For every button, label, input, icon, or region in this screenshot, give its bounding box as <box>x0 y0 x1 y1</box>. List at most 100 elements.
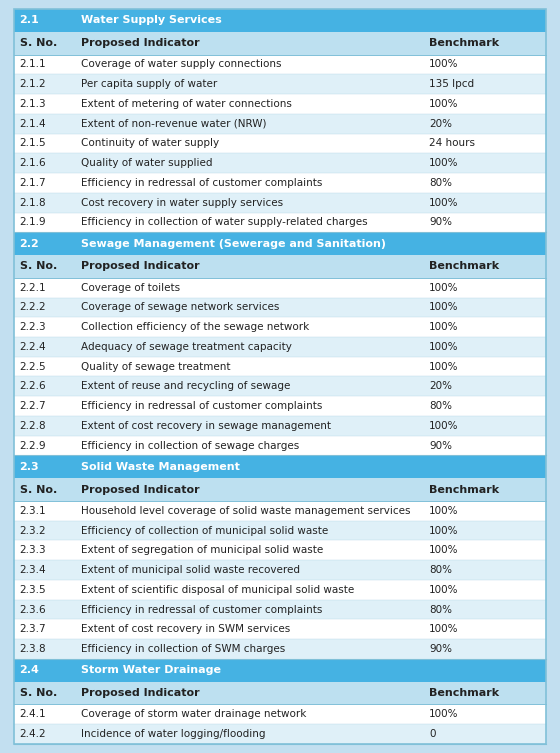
Text: 20%: 20% <box>429 381 452 392</box>
Text: 2.1.6: 2.1.6 <box>20 158 46 168</box>
Text: 2.3.1: 2.3.1 <box>20 506 46 516</box>
Text: Benchmark: Benchmark <box>429 38 500 48</box>
Text: Benchmark: Benchmark <box>429 688 500 698</box>
Text: 90%: 90% <box>429 441 452 450</box>
Text: 2.2.1: 2.2.1 <box>20 282 46 293</box>
Text: 2.2.7: 2.2.7 <box>20 401 46 411</box>
Text: 2.4: 2.4 <box>20 666 39 675</box>
Bar <box>14 541 546 560</box>
Text: Efficiency in collection of SWM charges: Efficiency in collection of SWM charges <box>81 644 285 654</box>
Text: Benchmark: Benchmark <box>429 261 500 271</box>
Text: Household level coverage of solid waste management services: Household level coverage of solid waste … <box>81 506 410 516</box>
Text: 2.3.7: 2.3.7 <box>20 624 46 634</box>
Text: Coverage of storm water drainage network: Coverage of storm water drainage network <box>81 709 306 719</box>
Text: 90%: 90% <box>429 644 452 654</box>
Text: Adequacy of sewage treatment capacity: Adequacy of sewage treatment capacity <box>81 342 292 352</box>
Text: Efficiency of collection of municipal solid waste: Efficiency of collection of municipal so… <box>81 526 328 535</box>
Text: 80%: 80% <box>429 178 452 188</box>
Text: 2.2.5: 2.2.5 <box>20 361 46 372</box>
Text: 2.3.3: 2.3.3 <box>20 545 46 556</box>
Text: 2.1.3: 2.1.3 <box>20 99 46 109</box>
Text: Efficiency in collection of sewage charges: Efficiency in collection of sewage charg… <box>81 441 299 450</box>
Text: 90%: 90% <box>429 218 452 227</box>
Text: 80%: 80% <box>429 565 452 575</box>
Text: 2.1.9: 2.1.9 <box>20 218 46 227</box>
Text: S. No.: S. No. <box>20 485 57 495</box>
Text: 2.1.1: 2.1.1 <box>20 59 46 69</box>
Text: 2.2.3: 2.2.3 <box>20 322 46 332</box>
Text: 80%: 80% <box>429 401 452 411</box>
Text: 2.3.5: 2.3.5 <box>20 585 46 595</box>
Text: 80%: 80% <box>429 605 452 614</box>
Bar <box>14 94 546 114</box>
Text: Extent of metering of water connections: Extent of metering of water connections <box>81 99 292 109</box>
Text: Efficiency in redressal of customer complaints: Efficiency in redressal of customer comp… <box>81 605 322 614</box>
Text: Continuity of water supply: Continuity of water supply <box>81 139 219 148</box>
Text: 2.3.6: 2.3.6 <box>20 605 46 614</box>
Text: Water Supply Services: Water Supply Services <box>81 15 222 26</box>
Text: 100%: 100% <box>429 59 459 69</box>
Text: S. No.: S. No. <box>20 688 57 698</box>
Bar <box>14 255 546 278</box>
Text: S. No.: S. No. <box>20 38 57 48</box>
Bar <box>14 620 546 639</box>
Bar <box>14 521 546 541</box>
Text: 2.4.2: 2.4.2 <box>20 729 46 739</box>
Bar <box>14 357 546 376</box>
Text: 2.4.1: 2.4.1 <box>20 709 46 719</box>
Bar <box>14 297 546 317</box>
Text: Coverage of sewage network services: Coverage of sewage network services <box>81 303 279 312</box>
Text: Benchmark: Benchmark <box>429 485 500 495</box>
Text: 100%: 100% <box>429 197 459 208</box>
Text: Efficiency in collection of water supply-related charges: Efficiency in collection of water supply… <box>81 218 367 227</box>
Text: Proposed Indicator: Proposed Indicator <box>81 261 199 271</box>
Text: 20%: 20% <box>429 119 452 129</box>
Text: 2.2.4: 2.2.4 <box>20 342 46 352</box>
Bar <box>14 32 546 54</box>
Text: S. No.: S. No. <box>20 261 57 271</box>
Text: Coverage of water supply connections: Coverage of water supply connections <box>81 59 281 69</box>
Text: Extent of cost recovery in sewage management: Extent of cost recovery in sewage manage… <box>81 421 331 431</box>
Bar <box>14 580 546 599</box>
Text: 2.1.8: 2.1.8 <box>20 197 46 208</box>
Bar <box>14 705 546 724</box>
Text: 24 hours: 24 hours <box>429 139 475 148</box>
Bar <box>14 599 546 620</box>
Text: 100%: 100% <box>429 99 459 109</box>
Text: 100%: 100% <box>429 322 459 332</box>
Text: 100%: 100% <box>429 282 459 293</box>
Text: Extent of scientific disposal of municipal solid waste: Extent of scientific disposal of municip… <box>81 585 354 595</box>
Bar <box>14 436 546 456</box>
Text: 100%: 100% <box>429 526 459 535</box>
Text: 100%: 100% <box>429 624 459 634</box>
Text: 135 lpcd: 135 lpcd <box>429 79 474 89</box>
Text: 2.3.8: 2.3.8 <box>20 644 46 654</box>
Text: 100%: 100% <box>429 303 459 312</box>
Text: 100%: 100% <box>429 158 459 168</box>
Text: 0: 0 <box>429 729 436 739</box>
Text: Proposed Indicator: Proposed Indicator <box>81 688 199 698</box>
Text: 100%: 100% <box>429 421 459 431</box>
Text: 100%: 100% <box>429 585 459 595</box>
Bar <box>14 133 546 154</box>
Text: 2.1: 2.1 <box>20 15 39 26</box>
Bar <box>14 501 546 521</box>
Bar <box>14 376 546 396</box>
Text: 2.2.6: 2.2.6 <box>20 381 46 392</box>
Bar <box>14 639 546 659</box>
Text: 100%: 100% <box>429 361 459 372</box>
Text: Solid Waste Management: Solid Waste Management <box>81 462 240 472</box>
Text: 2.2: 2.2 <box>20 239 39 248</box>
Bar <box>14 9 546 32</box>
Bar <box>14 54 546 75</box>
Text: 2.2.2: 2.2.2 <box>20 303 46 312</box>
Text: 2.2.8: 2.2.8 <box>20 421 46 431</box>
Bar <box>14 681 546 705</box>
Text: Efficiency in redressal of customer complaints: Efficiency in redressal of customer comp… <box>81 178 322 188</box>
Text: 2.2.9: 2.2.9 <box>20 441 46 450</box>
Text: 100%: 100% <box>429 506 459 516</box>
Text: 2.1.4: 2.1.4 <box>20 119 46 129</box>
Bar <box>14 278 546 297</box>
Text: Quality of water supplied: Quality of water supplied <box>81 158 212 168</box>
Text: 2.3.2: 2.3.2 <box>20 526 46 535</box>
